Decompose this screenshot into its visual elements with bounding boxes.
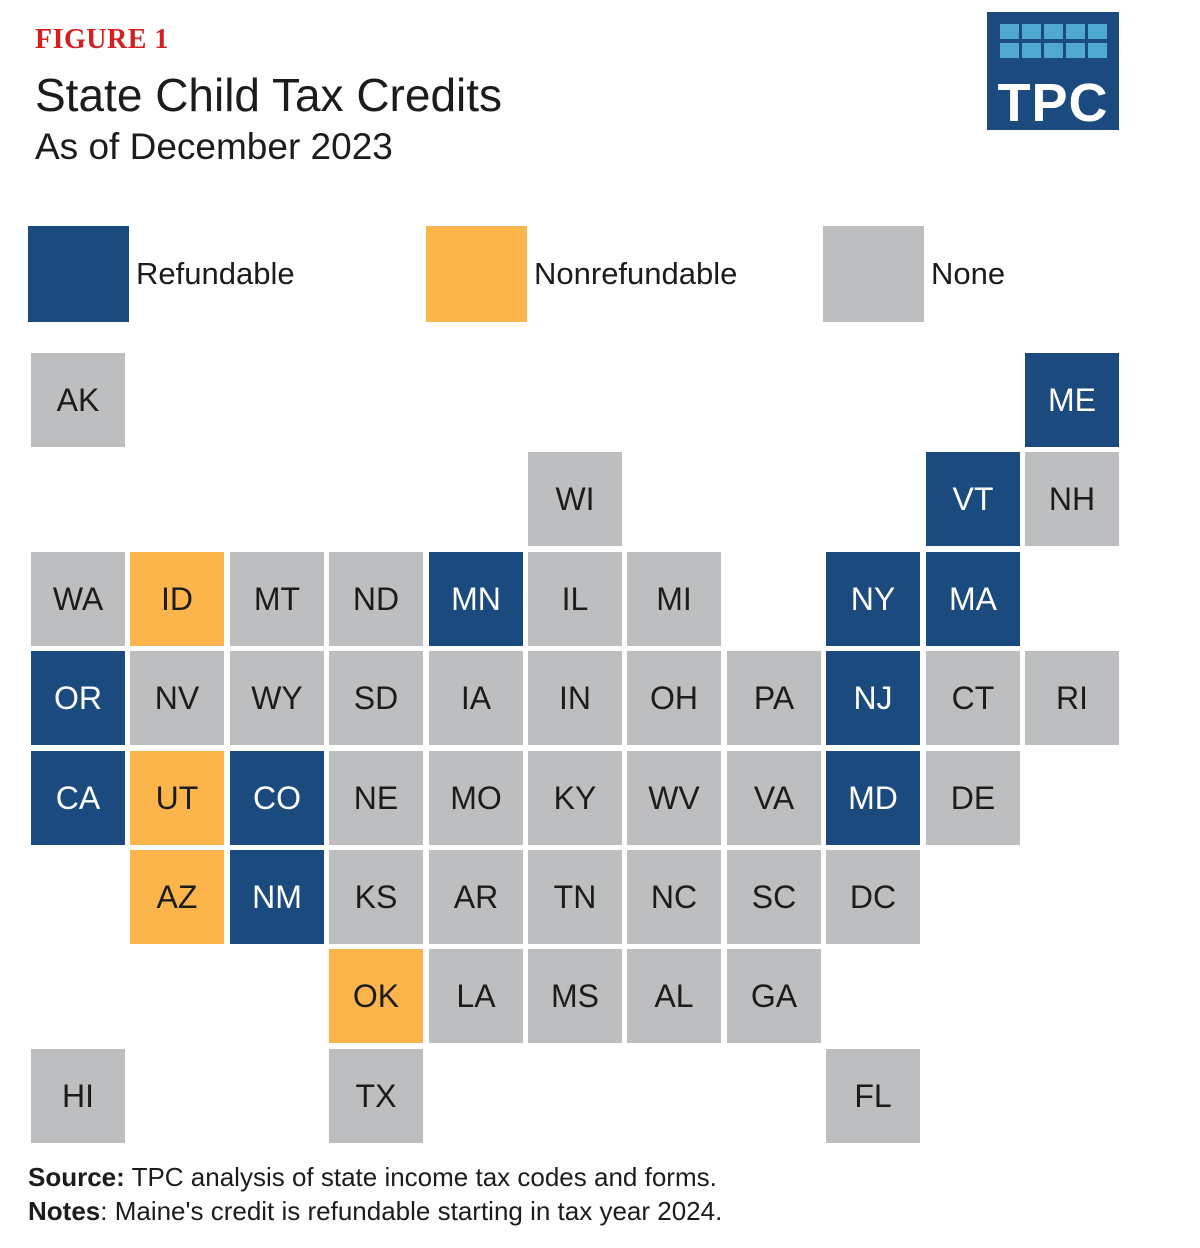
logo-square [1000, 24, 1019, 39]
state-tile-ar: AR [429, 850, 523, 944]
state-tile-dc: DC [826, 850, 920, 944]
state-tile-ms: MS [528, 949, 622, 1043]
state-tile-ga: GA [727, 949, 821, 1043]
state-tile-ri: RI [1025, 651, 1119, 745]
source-label: Source: [28, 1162, 125, 1192]
state-tile-de: DE [926, 751, 1020, 845]
chart-subtitle: As of December 2023 [35, 126, 393, 167]
logo-square [1066, 24, 1085, 39]
state-tile-nd: ND [329, 552, 423, 646]
state-tile-sc: SC [727, 850, 821, 944]
state-tile-ct: CT [926, 651, 1020, 745]
state-tile-ky: KY [528, 751, 622, 845]
figure-label: FIGURE 1 [35, 24, 169, 55]
state-tile-ne: NE [329, 751, 423, 845]
logo-square [1088, 24, 1107, 39]
state-tile-co: CO [230, 751, 324, 845]
logo-text: TPC [997, 73, 1109, 133]
logo-square [1044, 24, 1063, 39]
state-tile-ny: NY [826, 552, 920, 646]
logo-square [1044, 43, 1063, 58]
state-tile-fl: FL [826, 1049, 920, 1143]
legend-swatch-refundable [28, 226, 129, 322]
state-tile-ks: KS [329, 850, 423, 944]
state-tile-mi: MI [627, 552, 721, 646]
legend-swatch-none [823, 226, 924, 322]
state-tile-tx: TX [329, 1049, 423, 1143]
logo-square [1088, 43, 1107, 58]
chart-title: State Child Tax Credits [35, 69, 503, 121]
state-tile-vt: VT [926, 452, 1020, 546]
state-tile-ut: UT [130, 751, 224, 845]
legend-label-nonrefundable: Nonrefundable [534, 256, 738, 291]
legend-label-refundable: Refundable [136, 256, 295, 291]
state-tile-ok: OK [329, 949, 423, 1043]
state-tile-hi: HI [31, 1049, 125, 1143]
state-tile-wa: WA [31, 552, 125, 646]
state-tile-va: VA [727, 751, 821, 845]
state-tile-id: ID [130, 552, 224, 646]
state-tile-me: ME [1025, 353, 1119, 447]
source-note: Source: TPC analysis of state income tax… [28, 1162, 717, 1193]
logo-square [1022, 24, 1041, 39]
state-tile-nh: NH [1025, 452, 1119, 546]
state-tile-la: LA [429, 949, 523, 1043]
state-tile-ak: AK [31, 353, 125, 447]
state-tile-il: IL [528, 552, 622, 646]
notes-label: Notes [28, 1196, 101, 1226]
state-tile-ma: MA [926, 552, 1020, 646]
state-tile-mn: MN [429, 552, 523, 646]
state-tile-or: OR [31, 651, 125, 745]
state-tile-sd: SD [329, 651, 423, 745]
logo-square [1000, 43, 1019, 58]
tpc-logo: TPC [987, 12, 1119, 130]
state-tile-nj: NJ [826, 651, 920, 745]
state-tile-ia: IA [429, 651, 523, 745]
state-tile-nm: NM [230, 850, 324, 944]
state-tile-wi: WI [528, 452, 622, 546]
state-tile-pa: PA [727, 651, 821, 745]
source-text: TPC analysis of state income tax codes a… [124, 1162, 717, 1192]
state-tile-nv: NV [130, 651, 224, 745]
state-tile-md: MD [826, 751, 920, 845]
legend-label-none: None [931, 256, 1006, 291]
legend-swatch-nonrefundable [426, 226, 527, 322]
state-tile-mt: MT [230, 552, 324, 646]
state-tile-wy: WY [230, 651, 324, 745]
state-tile-al: AL [627, 949, 721, 1043]
state-tile-az: AZ [130, 850, 224, 944]
state-tile-tn: TN [528, 850, 622, 944]
logo-square [1022, 43, 1041, 58]
state-tile-in: IN [528, 651, 622, 745]
notes-text: : Maine's credit is refundable starting … [100, 1196, 723, 1226]
state-tile-ca: CA [31, 751, 125, 845]
state-tile-mo: MO [429, 751, 523, 845]
logo-square [1066, 43, 1085, 58]
state-tile-nc: NC [627, 850, 721, 944]
state-tile-wv: WV [627, 751, 721, 845]
notes-note: Notes: Maine's credit is refundable star… [28, 1196, 722, 1227]
state-tile-oh: OH [627, 651, 721, 745]
